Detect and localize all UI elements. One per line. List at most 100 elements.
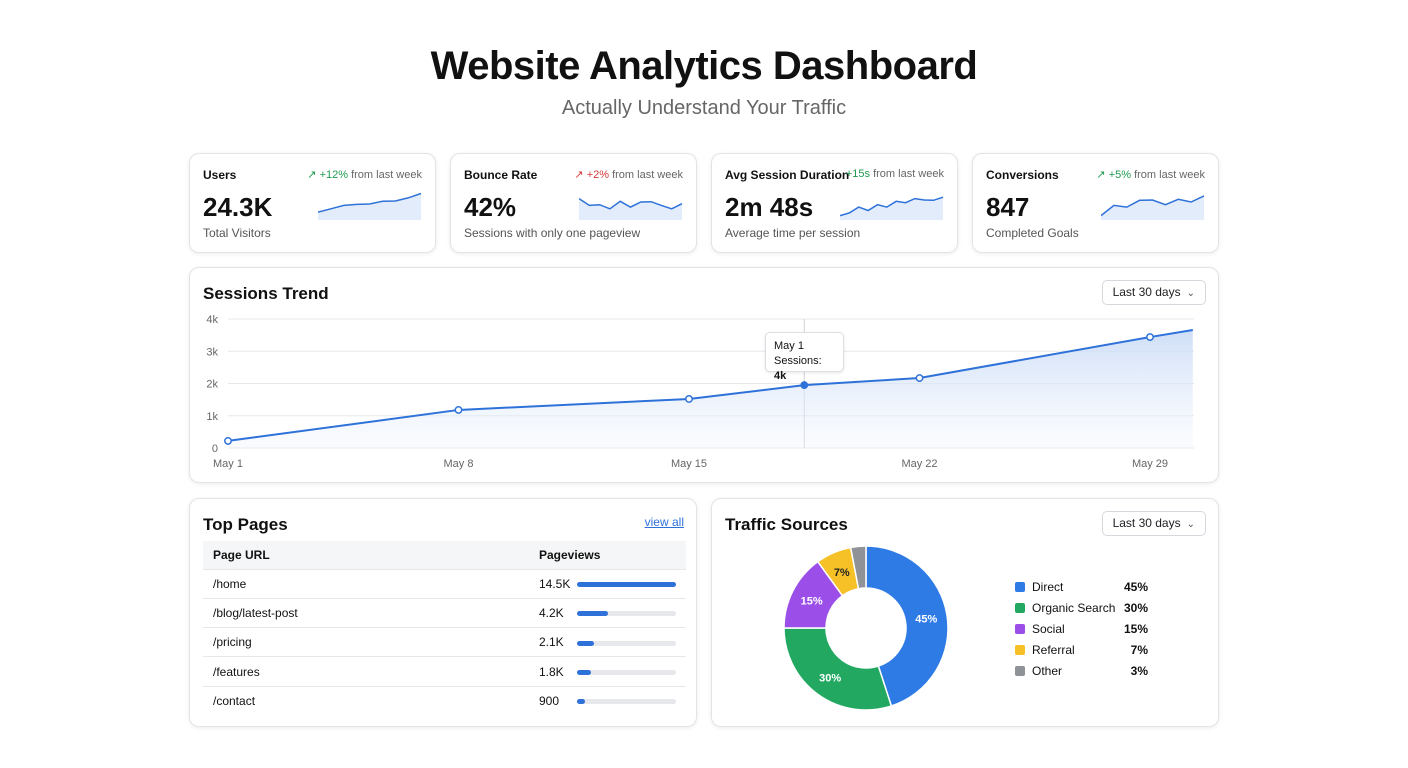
data-point xyxy=(224,436,232,445)
sparkline-line xyxy=(1101,195,1205,217)
table-row[interactable]: /home 14.5K xyxy=(203,569,686,599)
pageviews-bar-fill xyxy=(577,669,591,675)
table-row[interactable]: /features 1.8K xyxy=(203,656,686,687)
kpi-change: ↗ +12% from last week xyxy=(307,168,422,181)
tooltip-label: Sessions: xyxy=(774,355,822,367)
pageviews-value: 900 xyxy=(539,694,560,709)
legend-percent: 15% xyxy=(1123,622,1148,636)
legend-item: Organic Search 30% xyxy=(1015,601,1148,615)
kpi-value: 2m 48s xyxy=(725,192,814,222)
traffic-range-dropdown[interactable]: Last 30 days ⌄ xyxy=(1101,511,1206,536)
range-label: Last 30 days xyxy=(1112,516,1181,530)
kpi-sparkline xyxy=(840,196,944,220)
pageviews-bar xyxy=(577,581,676,587)
kpi-card-0: Users ↗ +12% from last week 24.3K Total … xyxy=(189,153,436,253)
traffic-sources-card: Traffic Sources Last 30 days ⌄ 45% 30% 15% 7… xyxy=(711,498,1219,727)
tooltip-value-row: Sessions: 4k xyxy=(774,354,835,384)
kpi-change-suffix: from last week xyxy=(351,169,422,181)
view-all-link[interactable]: view all xyxy=(644,515,684,529)
page-title: Website Analytics Dashboard xyxy=(430,44,978,88)
pageviews-cell: 4.2K xyxy=(529,598,686,629)
kpi-change-value: +5% xyxy=(1108,169,1132,181)
pageviews-cell: 900 xyxy=(529,686,686,715)
legend-name: Organic Search xyxy=(1032,601,1116,615)
legend-percent: 30% xyxy=(1123,601,1148,615)
kpi-description: Average time per session xyxy=(725,226,861,240)
pageviews-bar xyxy=(577,611,676,617)
kpi-change-value: +2% xyxy=(586,169,610,181)
page-url: /contact xyxy=(213,694,256,709)
trend-arrow-icon: ↗ xyxy=(307,169,317,181)
range-label: Last 30 days xyxy=(1112,285,1181,299)
x-tick-label: May 29 xyxy=(1132,458,1168,470)
sessions-chart: 0 1k 2k 3k 4k May 1 May 8 May 15 May 22 May 29 xyxy=(206,314,1194,470)
sparkline-line xyxy=(840,196,944,217)
kpi-card-2: Avg Session Duration +15s from last week… xyxy=(711,153,958,253)
kpi-label: Bounce Rate xyxy=(464,168,538,182)
kpi-value: 42% xyxy=(464,192,517,222)
sparkline-area xyxy=(318,193,421,220)
series-area xyxy=(228,329,1193,448)
kpi-description: Sessions with only one pageview xyxy=(464,226,641,240)
slice-organic-search xyxy=(783,627,893,711)
x-tick-label: May 15 xyxy=(671,458,707,470)
pageviews-bar xyxy=(577,699,676,705)
kpi-change-suffix: from last week xyxy=(873,168,944,180)
col-header-pageviews: Pageviews xyxy=(529,541,686,570)
kpi-value: 847 xyxy=(986,192,1030,222)
kpi-change-value: +15s xyxy=(845,168,871,180)
sparkline-line xyxy=(318,192,422,213)
sparkline-area xyxy=(840,197,943,220)
col-header-url: Page URL xyxy=(203,541,529,570)
table-row[interactable]: /pricing 2.1K xyxy=(203,627,686,658)
data-point xyxy=(800,381,809,390)
traffic-donut-chart: 45% 30% 15% 7% xyxy=(783,545,949,711)
slice-label: 7% xyxy=(834,567,850,579)
legend-swatch xyxy=(1015,624,1025,634)
page-url: /home xyxy=(203,569,529,599)
pageviews-value: 14.5K xyxy=(539,576,571,591)
data-point xyxy=(915,374,924,382)
slice-direct xyxy=(865,545,949,707)
kpi-description: Total Visitors xyxy=(203,226,271,240)
top-pages-title: Top Pages xyxy=(203,515,288,534)
pageviews-bar-fill xyxy=(577,611,608,617)
y-tick-label: 3k xyxy=(206,346,218,358)
page-subtitle: Actually Understand Your Traffic xyxy=(561,97,847,119)
legend-item: Other 3% xyxy=(1015,664,1148,678)
x-tick-label: May 22 xyxy=(901,458,937,470)
slice-label: 15% xyxy=(801,595,823,607)
chevron-down-icon: ⌄ xyxy=(1186,288,1195,299)
legend-item: Direct 45% xyxy=(1015,580,1148,594)
legend-percent: 3% xyxy=(1130,664,1148,678)
table-row[interactable]: /blog/latest-post 4.2K xyxy=(203,598,686,629)
pageviews-bar xyxy=(577,640,676,646)
kpi-sparkline xyxy=(1101,195,1205,220)
data-point xyxy=(1146,333,1154,342)
sparkline-area xyxy=(1101,195,1204,220)
sessions-range-dropdown[interactable]: Last 30 days ⌄ xyxy=(1101,280,1206,305)
trend-arrow-icon: ↗ xyxy=(574,169,584,181)
tooltip-value: 4k xyxy=(774,370,787,382)
legend-percent: 45% xyxy=(1123,580,1148,594)
pageviews-cell: 2.1K xyxy=(529,627,686,658)
pageviews-value: 1.8K xyxy=(539,664,564,679)
data-point xyxy=(454,405,463,414)
page-url: /features xyxy=(203,656,529,687)
slice-label: 45% xyxy=(915,613,937,625)
kpi-change-suffix: from last week xyxy=(1134,169,1205,181)
legend-item: Referral 7% xyxy=(1015,643,1148,657)
legend-name: Social xyxy=(1032,622,1065,636)
page-url: /blog/latest-post xyxy=(203,598,529,629)
y-tick-label: 4k xyxy=(206,314,218,326)
kpi-change: ↗ +2% from last week xyxy=(574,168,683,181)
kpi-label: Avg Session Duration xyxy=(725,168,850,182)
table-row[interactable]: /contact 900 xyxy=(203,686,686,715)
data-point xyxy=(685,395,693,403)
pageviews-bar-fill xyxy=(577,581,676,587)
legend-swatch xyxy=(1015,645,1025,655)
kpi-card-1: Bounce Rate ↗ +2% from last week 42% Ses… xyxy=(450,153,697,253)
y-tick-label: 1k xyxy=(206,411,218,423)
kpi-value: 24.3K xyxy=(203,192,273,222)
legend-swatch xyxy=(1015,666,1025,676)
